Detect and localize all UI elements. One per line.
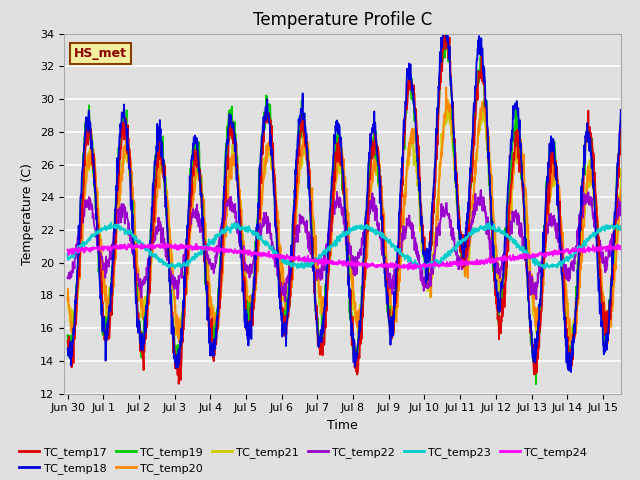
TC_temp23 bbox=[107, 220, 115, 226]
TC_temp18 bbox=[617, 107, 625, 113]
TC_temp23 bbox=[299, 264, 307, 270]
TC_temp24 bbox=[617, 246, 625, 252]
Y-axis label: Temperature (C): Temperature (C) bbox=[22, 163, 35, 264]
TC_temp24 bbox=[129, 244, 137, 250]
TC_temp23 bbox=[310, 259, 318, 264]
TC_temp21 bbox=[129, 215, 137, 220]
TC_temp24 bbox=[417, 266, 424, 272]
Line: TC_temp22: TC_temp22 bbox=[68, 190, 621, 301]
TC_temp18 bbox=[298, 103, 306, 109]
TC_temp23 bbox=[106, 226, 114, 232]
TC_temp22 bbox=[106, 256, 114, 262]
TC_temp18 bbox=[320, 310, 328, 315]
TC_temp17 bbox=[175, 381, 182, 387]
TC_temp22 bbox=[282, 299, 289, 304]
TC_temp23 bbox=[64, 252, 72, 257]
TC_temp17 bbox=[617, 115, 625, 121]
TC_temp18 bbox=[106, 308, 114, 314]
TC_temp22 bbox=[129, 239, 137, 245]
TC_temp17 bbox=[310, 268, 318, 274]
Line: TC_temp19: TC_temp19 bbox=[68, 34, 621, 384]
TC_temp20 bbox=[378, 197, 386, 203]
TC_temp20 bbox=[617, 187, 625, 192]
TC_temp21 bbox=[617, 167, 625, 172]
TC_temp21 bbox=[320, 305, 328, 311]
Line: TC_temp21: TC_temp21 bbox=[68, 100, 621, 344]
TC_temp20 bbox=[106, 308, 114, 314]
TC_temp20 bbox=[310, 217, 317, 223]
X-axis label: Time: Time bbox=[327, 419, 358, 432]
Title: Temperature Profile C: Temperature Profile C bbox=[253, 11, 432, 29]
TC_temp22 bbox=[64, 275, 72, 281]
TC_temp17 bbox=[442, 31, 449, 36]
TC_temp17 bbox=[106, 311, 114, 316]
TC_temp21 bbox=[444, 97, 452, 103]
Text: HS_met: HS_met bbox=[74, 47, 127, 60]
TC_temp20 bbox=[64, 298, 72, 303]
TC_temp21 bbox=[566, 341, 574, 347]
TC_temp23 bbox=[129, 234, 137, 240]
TC_temp21 bbox=[64, 290, 72, 296]
TC_temp18 bbox=[310, 264, 317, 270]
TC_temp22 bbox=[477, 187, 484, 193]
TC_temp22 bbox=[617, 205, 625, 211]
TC_temp19 bbox=[106, 299, 114, 305]
TC_temp22 bbox=[299, 216, 307, 222]
TC_temp24 bbox=[193, 241, 200, 247]
TC_temp21 bbox=[298, 162, 306, 168]
TC_temp18 bbox=[64, 346, 72, 351]
TC_temp24 bbox=[64, 247, 72, 252]
TC_temp21 bbox=[310, 239, 317, 244]
TC_temp19 bbox=[532, 381, 540, 387]
TC_temp19 bbox=[320, 319, 328, 325]
TC_temp17 bbox=[379, 212, 387, 218]
Line: TC_temp20: TC_temp20 bbox=[68, 87, 621, 352]
TC_temp19 bbox=[378, 229, 386, 235]
TC_temp19 bbox=[298, 108, 306, 114]
TC_temp19 bbox=[442, 31, 449, 36]
TC_temp19 bbox=[129, 227, 137, 233]
TC_temp20 bbox=[442, 84, 450, 90]
TC_temp21 bbox=[378, 210, 386, 216]
TC_temp19 bbox=[310, 264, 317, 270]
TC_temp23 bbox=[379, 234, 387, 240]
TC_temp24 bbox=[379, 264, 387, 270]
TC_temp24 bbox=[299, 256, 307, 262]
Line: TC_temp17: TC_temp17 bbox=[68, 34, 621, 384]
TC_temp20 bbox=[298, 154, 306, 159]
TC_temp22 bbox=[379, 244, 387, 250]
TC_temp19 bbox=[64, 333, 72, 338]
TC_temp24 bbox=[320, 260, 328, 265]
TC_temp18 bbox=[378, 234, 386, 240]
TC_temp18 bbox=[440, 31, 447, 36]
TC_temp20 bbox=[320, 310, 328, 315]
TC_temp24 bbox=[106, 245, 114, 251]
Legend: TC_temp17, TC_temp18, TC_temp19, TC_temp20, TC_temp21, TC_temp22, TC_temp23, TC_: TC_temp17, TC_temp18, TC_temp19, TC_temp… bbox=[15, 443, 592, 479]
TC_temp19 bbox=[617, 128, 625, 134]
TC_temp20 bbox=[129, 185, 137, 191]
TC_temp23 bbox=[419, 266, 427, 272]
TC_temp23 bbox=[617, 224, 625, 229]
TC_temp17 bbox=[129, 227, 137, 233]
Line: TC_temp24: TC_temp24 bbox=[68, 244, 621, 269]
TC_temp18 bbox=[567, 369, 575, 375]
TC_temp17 bbox=[64, 339, 72, 345]
TC_temp21 bbox=[106, 299, 114, 304]
TC_temp23 bbox=[320, 248, 328, 254]
TC_temp17 bbox=[320, 342, 328, 348]
TC_temp22 bbox=[310, 264, 318, 269]
TC_temp18 bbox=[129, 230, 137, 236]
Line: TC_temp23: TC_temp23 bbox=[68, 223, 621, 269]
TC_temp17 bbox=[299, 123, 307, 129]
TC_temp24 bbox=[310, 258, 318, 264]
TC_temp22 bbox=[320, 250, 328, 256]
TC_temp20 bbox=[569, 349, 577, 355]
Line: TC_temp18: TC_temp18 bbox=[68, 34, 621, 372]
